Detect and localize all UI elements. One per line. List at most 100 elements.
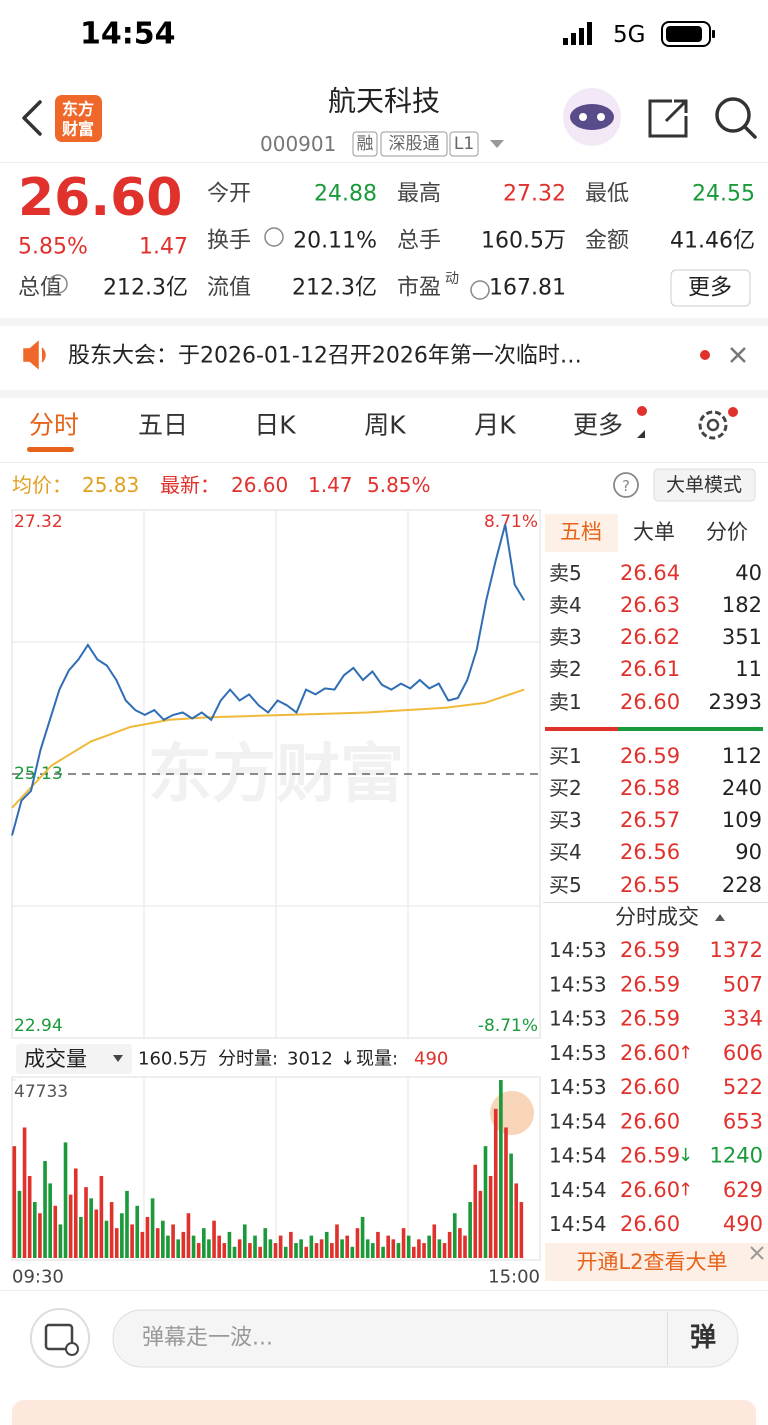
volume-bar: [94, 1209, 99, 1258]
field-label: 换手: [207, 229, 251, 254]
volume-bar: [340, 1239, 344, 1258]
book-volume: 90: [735, 840, 762, 864]
more-button[interactable]: [670, 269, 751, 307]
tab[interactable]: 五日: [138, 411, 188, 440]
book-label: 买1: [549, 744, 582, 768]
tab[interactable]: 更多: [573, 411, 623, 440]
info-icon: [264, 227, 284, 247]
volume-bar: [452, 1213, 457, 1258]
volume-bar: [150, 1198, 155, 1258]
notice-dot: [700, 350, 710, 360]
mode-button[interactable]: [653, 468, 756, 502]
notice-close[interactable]: [730, 347, 746, 363]
volume-bar: [463, 1235, 467, 1258]
trade-price: 26.59: [620, 972, 680, 996]
volume-bar: [237, 1239, 242, 1258]
clock: 14:54: [80, 17, 176, 52]
field-value: 24.88: [314, 182, 377, 207]
indicator-select[interactable]: [16, 1044, 132, 1074]
field-value: 212.3亿: [292, 276, 377, 301]
tab[interactable]: 分时: [29, 411, 79, 440]
back-button[interactable]: [22, 100, 42, 136]
volume-bar: [509, 1153, 513, 1258]
volume-bar: [504, 1127, 508, 1258]
volume-bar: [125, 1190, 129, 1258]
volume-bar: [155, 1228, 160, 1258]
volume-bar: [104, 1220, 109, 1258]
input-placeholder: 弹幕走一波...: [142, 1326, 273, 1351]
tab[interactable]: 日K: [254, 411, 296, 440]
search-button[interactable]: [715, 97, 757, 139]
volume-bar: [289, 1231, 293, 1258]
danmaku-button[interactable]: 弹: [690, 1323, 716, 1353]
y-tick-label: 27.32: [14, 512, 63, 532]
comment-input[interactable]: [112, 1309, 739, 1368]
volume-total: 160.5万: [138, 1049, 208, 1070]
trade-price: 26.60: [620, 1178, 680, 1202]
trade-price: 26.59: [620, 938, 680, 962]
tab[interactable]: 周K: [364, 411, 406, 440]
tab[interactable]: 月K: [474, 411, 516, 440]
volume-bar: [283, 1246, 288, 1258]
divider: [0, 1290, 768, 1291]
code-dropdown[interactable]: [490, 140, 504, 148]
logo-text: 财富: [61, 120, 94, 139]
field-label: 最高: [397, 182, 441, 207]
sort-caret: [715, 914, 725, 921]
volume-bar: [488, 1175, 493, 1258]
trade-volume: 490: [723, 1212, 763, 1236]
mode-label: 大单模式: [666, 474, 742, 496]
tag-box: [352, 131, 378, 157]
app-logo: [55, 95, 102, 142]
field-label: 总值: [18, 276, 62, 301]
bottom-banner[interactable]: [12, 1400, 756, 1425]
book-volume: 2393: [709, 690, 762, 714]
current-volume-label: 现量:: [356, 1049, 398, 1070]
trade-price: 26.59: [620, 1007, 680, 1031]
depth-tab[interactable]: 五档: [560, 520, 602, 544]
trade-arrow: ↑: [678, 1179, 693, 1200]
book-label: 卖4: [549, 593, 582, 617]
book-volume: 240: [722, 776, 762, 800]
volume-bar: [314, 1243, 319, 1258]
volume-bar: [483, 1146, 488, 1258]
assistant-avatar[interactable]: [563, 88, 621, 146]
volume-bar: [355, 1228, 360, 1258]
l2-close[interactable]: [750, 1246, 764, 1260]
avg-value: 25.83: [82, 473, 139, 497]
book-volume: 11: [735, 657, 762, 681]
settings-button[interactable]: [698, 407, 738, 440]
average-line: [11, 688, 525, 809]
watermark: 东方财富: [148, 738, 404, 812]
trade-time: 14:53: [549, 1041, 607, 1065]
volume-bar: [278, 1235, 283, 1258]
danmaku-settings[interactable]: [30, 1308, 90, 1368]
ask-bar: [545, 727, 618, 731]
depth-tab[interactable]: 分价: [706, 520, 748, 544]
l2-banner-text[interactable]: 开通L2查看大单: [576, 1250, 727, 1274]
help-icon[interactable]: ?: [613, 472, 639, 498]
l2-banner-bg[interactable]: [545, 1243, 768, 1281]
volume-bar: [417, 1239, 421, 1258]
volume-bar: [437, 1239, 442, 1258]
volume-bar: [53, 1205, 58, 1258]
field-label: 总手: [397, 229, 441, 254]
minute-volume-label: 分时量:: [218, 1049, 278, 1070]
volume-bar: [186, 1213, 191, 1258]
change: 1.47: [139, 235, 188, 260]
bid-bar: [618, 727, 763, 731]
book-volume: 228: [722, 873, 762, 897]
book-label: 卖5: [549, 561, 582, 585]
volume-bar: [201, 1228, 206, 1258]
volume-bar: [171, 1224, 175, 1258]
volume-bar: [212, 1220, 216, 1258]
volume-bar: [324, 1231, 329, 1258]
volume-bar: [299, 1239, 303, 1258]
field-label: 流值: [207, 276, 251, 301]
share-button[interactable]: [648, 99, 688, 138]
field-value: 27.32: [503, 182, 566, 207]
depth-tab[interactable]: 大单: [633, 520, 675, 544]
book-label: 买5: [549, 873, 582, 897]
